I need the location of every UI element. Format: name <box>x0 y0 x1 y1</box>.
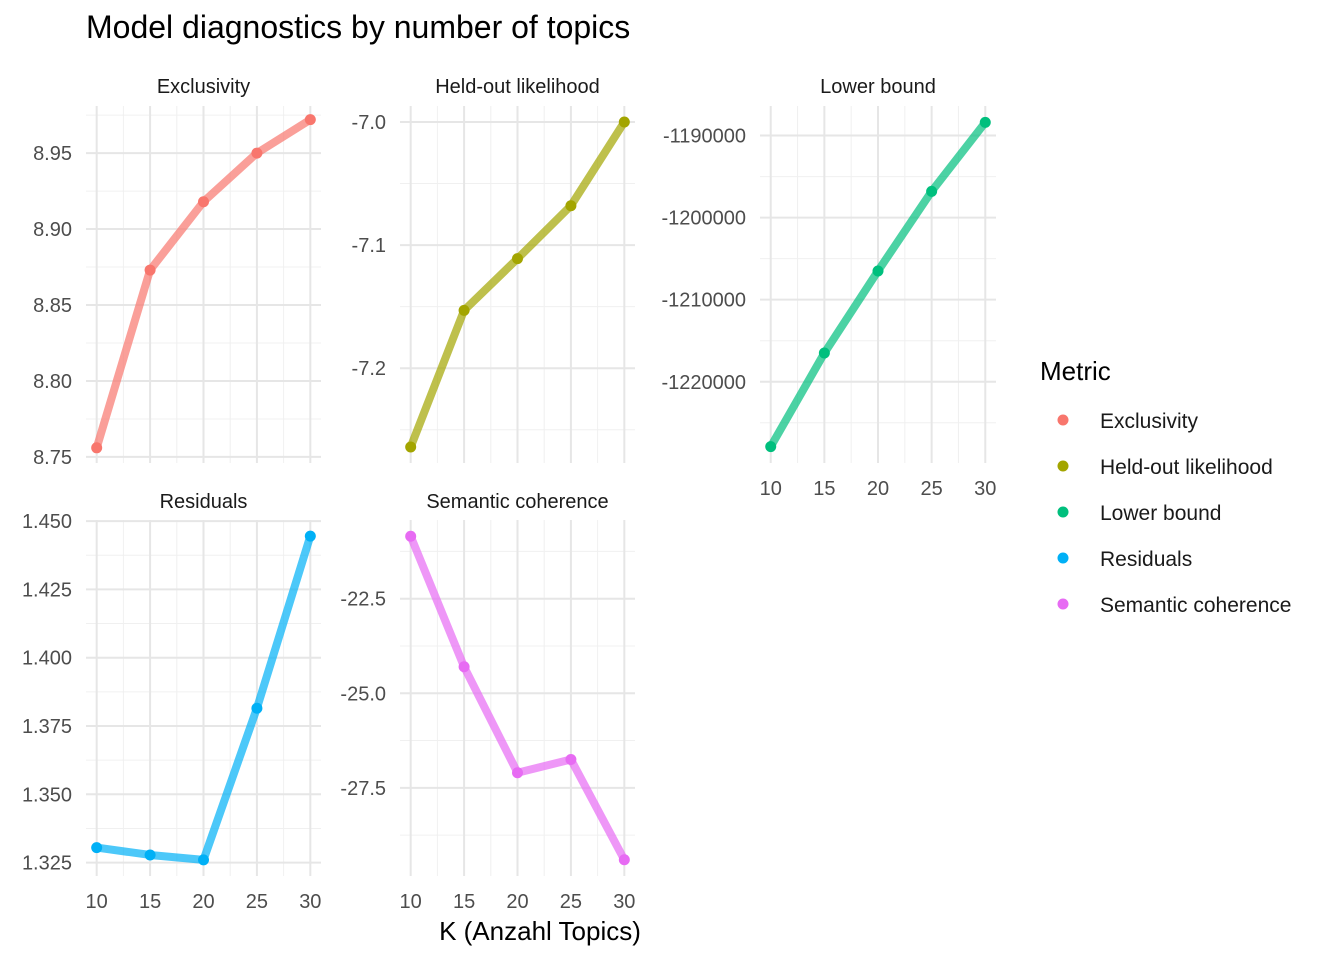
y-tick-label: 8.75 <box>33 447 72 469</box>
x-tick-label: 20 <box>192 891 214 913</box>
x-tick-label: 25 <box>246 891 268 913</box>
y-tick-label: 1.325 <box>22 853 72 875</box>
data-point-held-out-likelihood <box>618 116 630 128</box>
y-tick-label: -1190000 <box>663 126 746 148</box>
panel-semantic-coherence: Semantic coherence -27.5 -25.0 -22.5 10 15 20 2… <box>340 491 635 913</box>
data-point-semantic-coherence <box>405 530 417 542</box>
y-tick-label: -7.2 <box>352 358 386 380</box>
y-tick-label: -1210000 <box>661 290 746 312</box>
data-point-lower-bound <box>765 441 777 453</box>
x-tick-label: 15 <box>139 891 161 913</box>
y-tick-label: 1.350 <box>22 784 72 806</box>
data-point-semantic-coherence <box>512 767 523 779</box>
data-point-exclusivity <box>91 442 103 454</box>
data-point-residuals <box>251 702 263 714</box>
y-tick-label: 8.90 <box>33 219 72 241</box>
y-tick-label: 1.450 <box>22 511 72 533</box>
legend-label: Residuals <box>1100 548 1192 571</box>
data-point-residuals <box>198 854 209 866</box>
data-point-semantic-coherence <box>458 661 470 673</box>
y-tick-label: 1.375 <box>22 716 72 738</box>
facet-label-lower-bound: Lower bound <box>820 76 936 98</box>
legend-item-exclusivity: Exclusivity <box>1057 410 1199 433</box>
y-tick-label: -22.5 <box>340 589 386 611</box>
legend-label: Lower bound <box>1100 502 1221 525</box>
legend-label: Semantic coherence <box>1100 594 1291 617</box>
y-tick-label: 8.85 <box>33 295 72 317</box>
x-tick-label: 20 <box>867 478 889 500</box>
facet-panels: Exclusivity 8.75 8.80 8.85 8.90 8.95 Held-out … <box>22 76 996 913</box>
data-point-held-out-likelihood <box>458 304 470 316</box>
data-point-lower-bound <box>818 347 830 359</box>
facet-label-residuals: Residuals <box>160 491 248 513</box>
legend-label: Held-out likelihood <box>1100 456 1273 479</box>
facet-label-exclusivity: Exclusivity <box>157 76 250 98</box>
legend-swatch <box>1057 552 1069 564</box>
x-tick-label: 15 <box>813 478 835 500</box>
data-point-exclusivity <box>251 147 263 159</box>
data-point-semantic-coherence <box>618 854 630 866</box>
y-tick-label: -7.0 <box>352 112 386 134</box>
y-tick-label: 8.80 <box>33 371 72 393</box>
y-tick-label: -1200000 <box>661 208 746 230</box>
x-tick-label: 25 <box>560 891 582 913</box>
legend-item-semantic-coherence: Semantic coherence <box>1057 594 1291 617</box>
legend-item-lower-bound: Lower bound <box>1057 502 1221 525</box>
data-point-exclusivity <box>304 114 316 126</box>
x-tick-label: 30 <box>974 478 996 500</box>
panel-exclusivity: Exclusivity 8.75 8.80 8.85 8.90 8.95 <box>33 76 321 469</box>
legend-item-held-out-likelihood: Held-out likelihood <box>1057 456 1273 479</box>
x-tick-label: 10 <box>400 891 422 913</box>
legend-swatch <box>1057 460 1069 472</box>
legend-items: Exclusivity Held-out likelihood Lower boun… <box>1057 410 1291 617</box>
data-point-lower-bound <box>926 185 938 197</box>
legend: Metric Exclusivity Held-out likelihood Low… <box>1040 356 1291 617</box>
legend-swatch <box>1057 414 1069 426</box>
chart-title: Model diagnostics by number of topics <box>86 9 630 45</box>
panel-lower-bound: Lower bound -1220000 -1210000 -1200000 -1190… <box>661 76 996 500</box>
y-tick-label: -7.1 <box>352 235 386 257</box>
data-point-residuals <box>91 842 103 854</box>
legend-swatch <box>1057 598 1069 610</box>
x-axis-title: K (Anzahl Topics) <box>439 916 641 946</box>
data-point-held-out-likelihood <box>405 441 417 453</box>
facet-label-held-out-likelihood: Held-out likelihood <box>435 76 600 98</box>
data-point-lower-bound <box>979 116 991 128</box>
x-tick-label: 10 <box>760 478 782 500</box>
data-point-held-out-likelihood <box>565 200 577 212</box>
facet-label-semantic-coherence: Semantic coherence <box>426 491 608 513</box>
y-tick-label: -1220000 <box>661 372 746 394</box>
x-tick-label: 30 <box>299 891 321 913</box>
data-point-exclusivity <box>144 264 156 276</box>
data-point-residuals <box>304 530 316 542</box>
legend-swatch <box>1057 506 1069 518</box>
data-point-lower-bound <box>872 265 884 277</box>
legend-item-residuals: Residuals <box>1057 548 1192 571</box>
legend-title: Metric <box>1040 356 1111 386</box>
y-tick-label: -27.5 <box>340 778 386 800</box>
y-tick-label: 1.400 <box>22 648 72 670</box>
y-tick-label: 8.95 <box>33 143 72 165</box>
x-tick-label: 20 <box>506 891 528 913</box>
data-point-semantic-coherence <box>565 753 577 765</box>
x-tick-label: 30 <box>613 891 635 913</box>
data-point-exclusivity <box>198 196 209 208</box>
x-tick-label: 15 <box>453 891 475 913</box>
data-point-held-out-likelihood <box>512 253 523 265</box>
y-tick-label: -25.0 <box>340 683 386 705</box>
panel-held-out-likelihood: Held-out likelihood -7.2 -7.1 -7.0 <box>352 76 635 463</box>
data-point-residuals <box>144 849 156 861</box>
x-tick-label: 25 <box>921 478 943 500</box>
y-tick-label: 1.425 <box>22 579 72 601</box>
legend-label: Exclusivity <box>1100 410 1199 433</box>
panel-residuals: Residuals 1.325 1.350 1.375 1.400 1.425 1.450 1… <box>22 491 322 913</box>
x-tick-label: 10 <box>86 891 108 913</box>
